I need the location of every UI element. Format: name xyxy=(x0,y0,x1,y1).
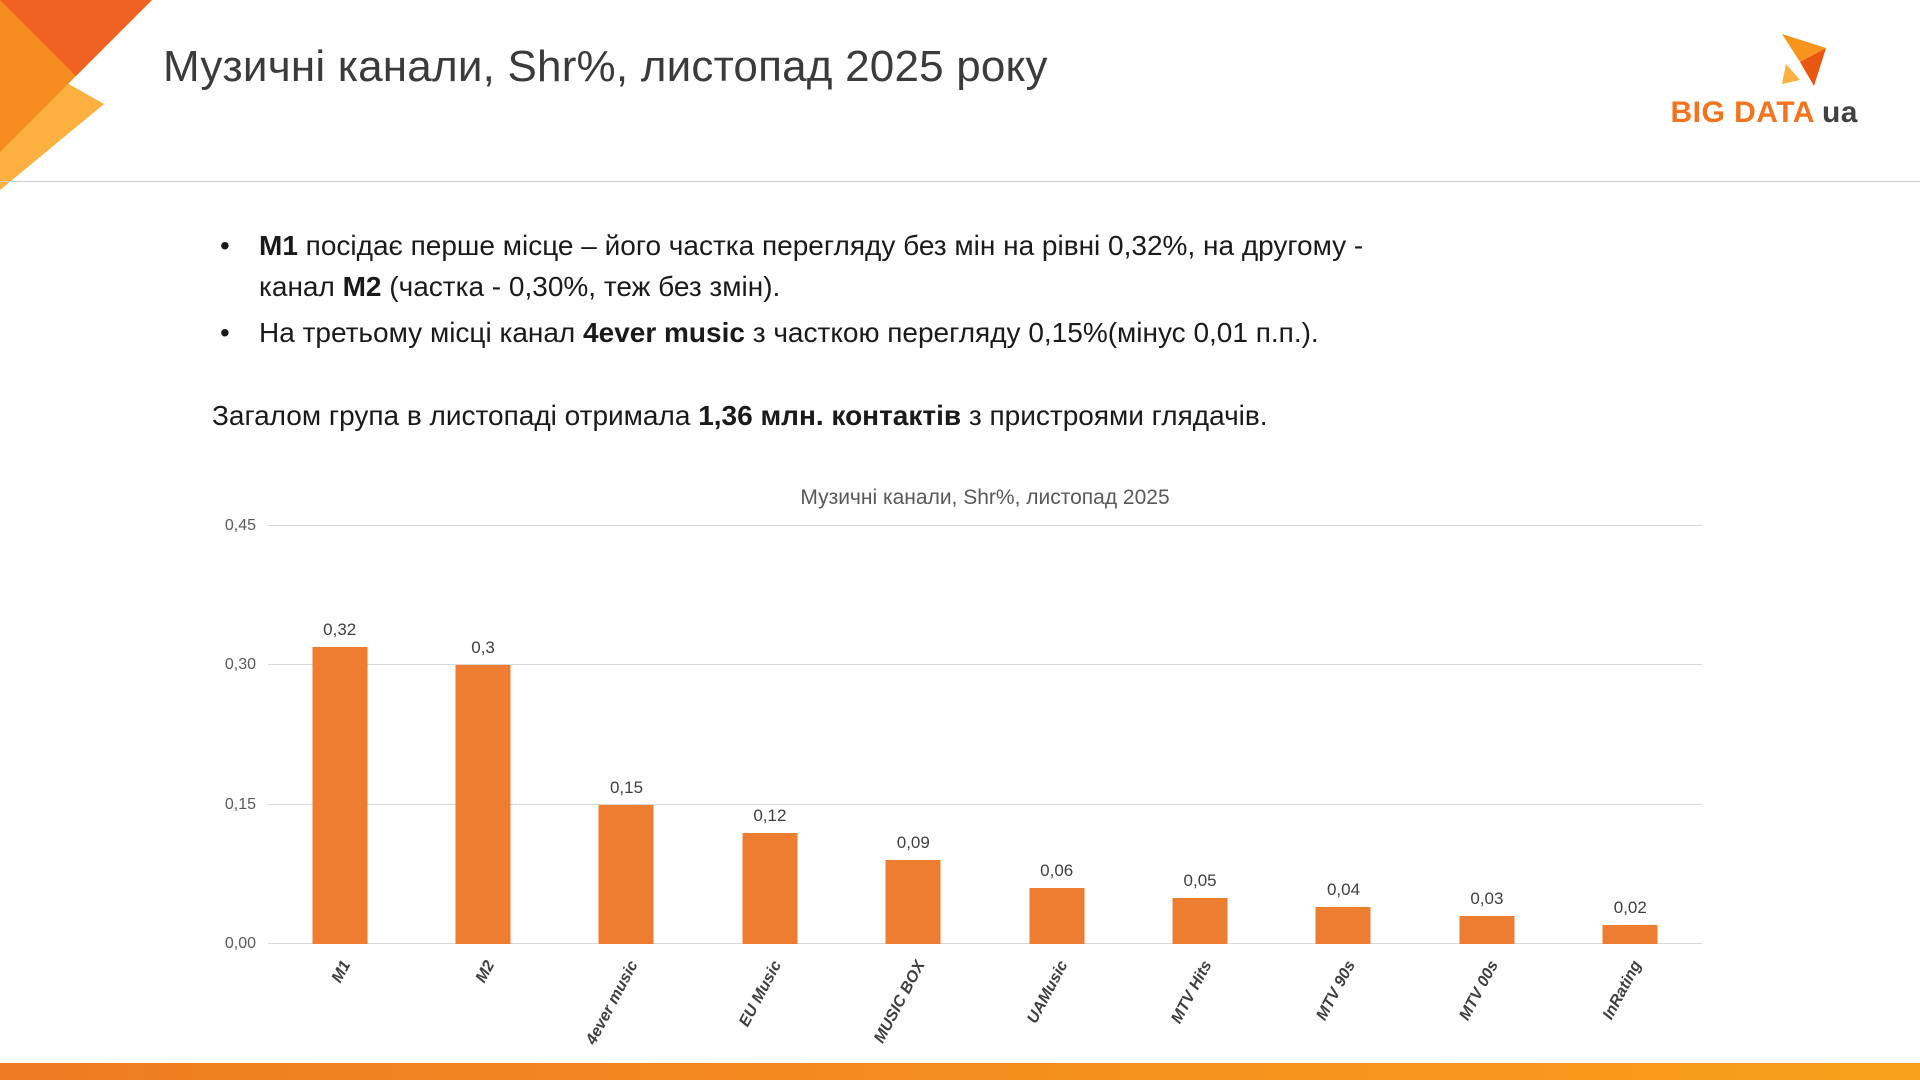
bar-value-label: 0,03 xyxy=(1470,889,1504,909)
bullet-2-text-b: з часткою перегляду 0,15%(мінус 0,01 п.п… xyxy=(744,317,1319,349)
bar-value-label: 0,3 xyxy=(471,638,495,658)
summary-text-block: М1 посідає перше місце – його частка пер… xyxy=(212,226,1412,436)
bullet-1-bold-m1: М1 xyxy=(259,230,298,261)
bigdata-logo-text: BIG DATA ua xyxy=(1670,96,1858,130)
bar-slot: 0,3 М2 xyxy=(411,526,554,986)
bar xyxy=(1172,897,1228,944)
bar-slot: 0,09 MUSIC BOX xyxy=(842,526,985,1046)
header-divider xyxy=(0,181,1920,182)
corner-decoration xyxy=(0,0,152,190)
plot-area: 0,00 0,15 0,30 0,45 0,32 М1 0,3 М2 0,15 4ever mus… xyxy=(225,517,1702,1048)
paragraph-text-a: Загалом група в листопаді отримала xyxy=(212,399,699,431)
bar xyxy=(598,804,654,944)
bar-slot: 0,05 MTV Hits xyxy=(1128,526,1271,1026)
bar-slot: 0,03 MTV 00s xyxy=(1415,526,1558,1023)
x-axis-category-label: InRating xyxy=(1600,958,1646,1023)
bar-value-label: 0,05 xyxy=(1183,870,1217,890)
bar-value-label: 0,12 xyxy=(753,805,787,825)
bar-value-label: 0,15 xyxy=(609,777,644,797)
bar-slot: 0,06 UAMusic xyxy=(985,526,1128,1026)
bar xyxy=(312,646,368,944)
logo-suffix-text: ua xyxy=(1821,96,1858,129)
bar-chart: Музичні канали, Shr%, листопад 2025 0,00… xyxy=(190,486,1702,1048)
bullet-2-text-a: На третьому місці канал xyxy=(259,317,584,349)
bar xyxy=(742,832,798,944)
bar-value-label: 0,32 xyxy=(323,619,357,639)
bullet-2-bold-4ever: 4ever music xyxy=(583,317,745,349)
x-axis-category-label: М2 xyxy=(472,958,499,986)
bar-slot: 0,15 4ever music xyxy=(555,526,698,1048)
paragraph-text-b: з пристроями глядачів. xyxy=(961,399,1268,431)
bar-value-label: 0,06 xyxy=(1040,861,1074,881)
x-axis-category-label: MTV 90s xyxy=(1313,958,1359,1024)
bullet-1-bold-m2: М2 xyxy=(342,270,382,302)
bar-slot: 0,32 М1 xyxy=(268,526,411,986)
bar xyxy=(1029,888,1085,944)
y-axis-tick-label: 0,30 xyxy=(224,656,256,674)
x-axis-category-label: М1 xyxy=(329,958,355,986)
x-axis-category-label: MTV 00s xyxy=(1456,958,1502,1024)
chart-title: Музичні канали, Shr%, листопад 2025 xyxy=(800,486,1170,509)
x-axis-category-label: MUSIC BOX xyxy=(870,958,929,1047)
bar-slot: 0,04 MTV 90s xyxy=(1272,526,1415,1023)
gridline xyxy=(268,664,1702,666)
gridline xyxy=(268,525,1702,526)
bar-value-label: 0,09 xyxy=(896,833,930,853)
x-axis-category-label: MTV Hits xyxy=(1167,958,1216,1027)
bar-slot: 0,02 InRating xyxy=(1559,526,1702,1022)
bullet-list: М1 посідає перше місце – його частка пер… xyxy=(212,226,1412,354)
logo-brand-text: BIG DATA xyxy=(1670,96,1815,129)
paragraph-bold-contacts: 1,36 млн. контактів xyxy=(698,399,962,431)
bottom-strip xyxy=(0,1063,1920,1080)
bar-slot: 0,12 EU Music xyxy=(698,526,841,1030)
bar xyxy=(885,860,941,944)
bar-value-label: 0,02 xyxy=(1613,898,1647,918)
y-axis-tick-label: 0,45 xyxy=(224,517,256,534)
y-axis-tick-label: 0,00 xyxy=(224,935,256,952)
bullet-item-2: На третьому місці канал 4ever music з ча… xyxy=(212,313,1412,354)
y-axis-tick-label: 0,15 xyxy=(224,795,256,813)
total-contacts-text: Загалом група в листопаді отримала 1,36 … xyxy=(212,396,1412,437)
gridline xyxy=(268,803,1702,805)
bigdata-logo-icon xyxy=(1782,34,1826,86)
page-title: Музичні канали, Shr%, листопад 2025 року xyxy=(163,42,1048,91)
bar-value-label: 0,04 xyxy=(1326,879,1361,899)
gridline xyxy=(268,943,1702,944)
bar xyxy=(455,665,511,944)
bigdata-logo: BIG DATA ua xyxy=(1658,34,1858,130)
bar xyxy=(1315,906,1371,944)
x-axis-category-label: UAMusic xyxy=(1024,958,1072,1027)
x-axis-category-label: EU Music xyxy=(736,958,785,1030)
bar xyxy=(1602,925,1658,944)
bullet-1-text-a: посідає перше місце – його частка перегл… xyxy=(259,230,1364,302)
bullet-item-1: М1 посідає перше місце – його частка пер… xyxy=(212,226,1412,307)
x-axis-category-label: 4ever music xyxy=(583,958,642,1048)
bullet-1-text-b: (частка - 0,30%, теж без змін). xyxy=(381,270,781,302)
bar xyxy=(1459,916,1515,944)
